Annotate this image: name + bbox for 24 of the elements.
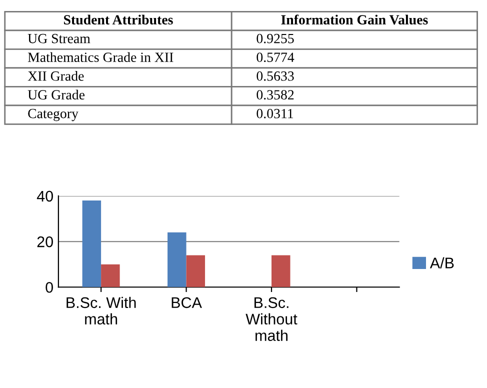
bar bbox=[186, 255, 206, 288]
category-label: Student Attributes bbox=[64, 14, 173, 25]
x-tick-label: B.Sc. With math bbox=[66, 296, 136, 325]
text: 0.5633 bbox=[256, 71, 294, 81]
y-tick-label: 40 bbox=[36, 190, 53, 202]
category-label: Mathematics Grade in XII bbox=[28, 52, 174, 62]
category-label: Information Gain Values bbox=[281, 14, 428, 25]
text: 0.9255 bbox=[256, 34, 294, 44]
bar bbox=[272, 255, 290, 288]
x-tick-label: B.Sc. Without math bbox=[246, 297, 298, 341]
category-label: UG Stream bbox=[28, 34, 90, 44]
text: 0.0311 bbox=[256, 108, 294, 118]
bar bbox=[168, 232, 186, 288]
text: 0.3582 bbox=[256, 90, 294, 100]
category-label: XII Grade bbox=[28, 70, 84, 81]
x-tick-label: BCA bbox=[172, 297, 202, 308]
category-label: UG Grade bbox=[28, 90, 85, 100]
category-label: Category bbox=[28, 108, 78, 122]
bar bbox=[82, 200, 102, 288]
text: 0.5774 bbox=[256, 52, 294, 62]
legend-label: A/B bbox=[430, 257, 454, 268]
y-tick-label: 0 bbox=[46, 282, 53, 293]
bar bbox=[101, 264, 120, 288]
y-tick-label: 20 bbox=[37, 236, 53, 248]
